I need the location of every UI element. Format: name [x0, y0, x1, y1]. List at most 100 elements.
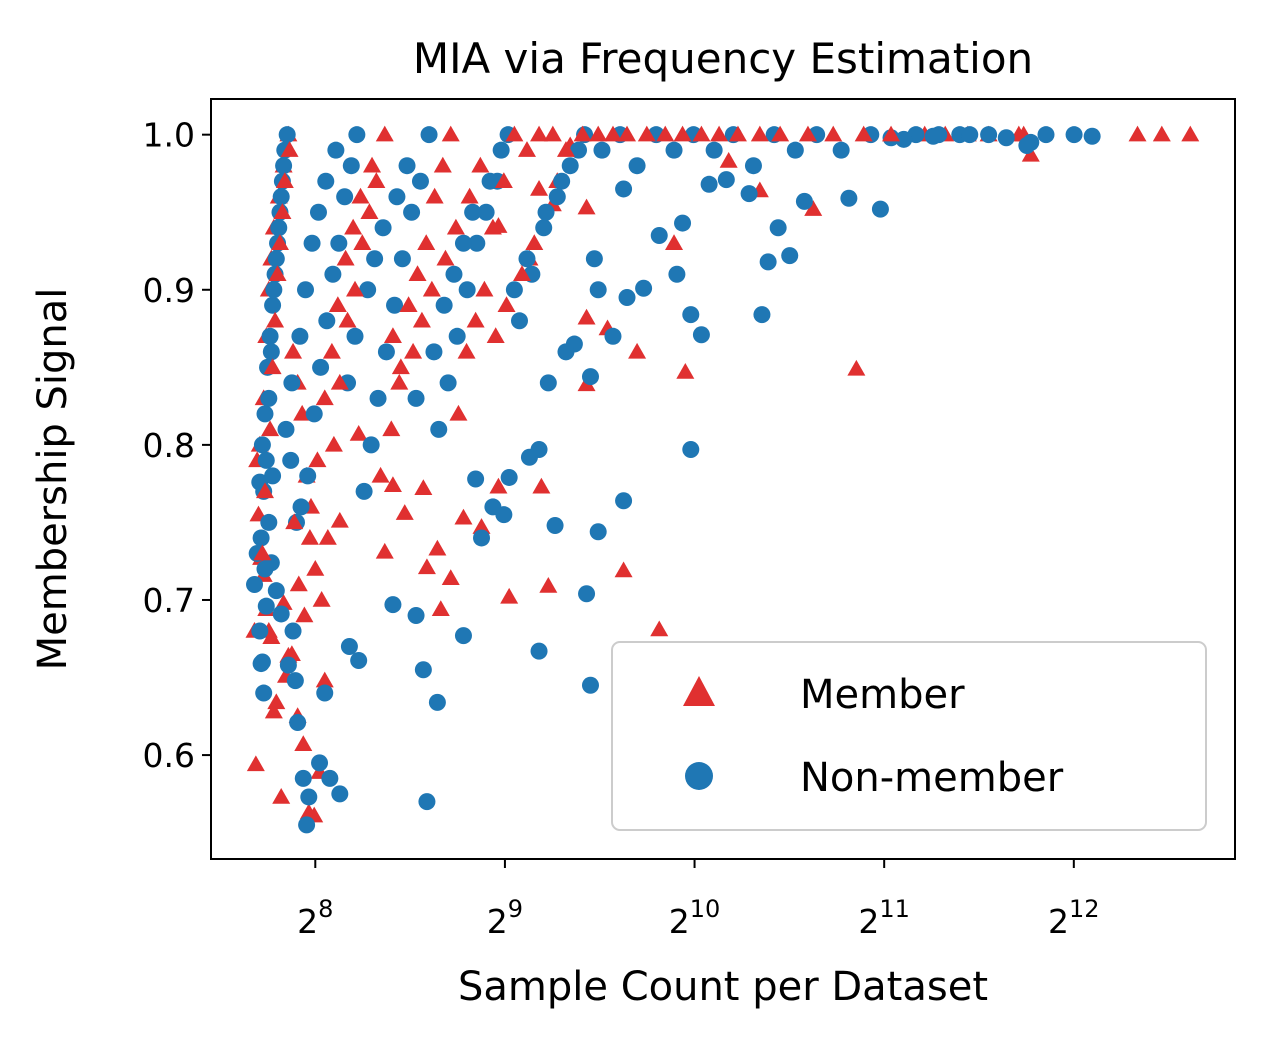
nonmember-point	[312, 358, 330, 376]
member-point	[408, 265, 427, 282]
member-point	[673, 125, 692, 142]
nonmember-point	[484, 498, 502, 516]
member-point	[318, 528, 337, 545]
member-point	[417, 558, 436, 575]
member-point	[1152, 125, 1171, 142]
member-point	[338, 311, 357, 328]
member-point	[349, 425, 368, 441]
nonmember-point	[895, 130, 913, 148]
nonmember-point	[398, 157, 416, 175]
nonmember-point	[377, 343, 395, 361]
x-tick-label: 28	[297, 895, 333, 941]
nonmember-point	[430, 420, 448, 438]
nonmember-point	[407, 389, 425, 407]
member-point	[315, 671, 334, 688]
nonmember-point	[537, 203, 555, 221]
nonmember-point	[674, 214, 692, 232]
member-point	[255, 482, 274, 499]
nonmember-point	[924, 127, 942, 145]
member-point	[346, 280, 365, 297]
member-point	[351, 187, 370, 204]
member-point	[532, 477, 551, 494]
nonmember-point	[786, 141, 804, 159]
nonmember-point	[650, 226, 668, 244]
nonmember-point	[980, 126, 998, 144]
chart-title: MIA via Frequency Estimation	[413, 34, 1033, 83]
member-point	[367, 172, 386, 188]
nonmember-point	[832, 141, 850, 159]
member-point	[577, 198, 596, 215]
y-tick-label: 0.7	[143, 581, 195, 620]
nonmember-point	[369, 389, 387, 407]
member-point	[399, 296, 418, 313]
nonmember-point	[414, 661, 432, 679]
nonmember-point	[407, 606, 425, 624]
nonmember-point	[570, 141, 588, 159]
member-point	[771, 125, 790, 142]
nonmember-point	[260, 513, 278, 531]
member-point	[472, 518, 491, 534]
nonmember-point	[1083, 127, 1101, 145]
nonmember-point	[257, 451, 275, 469]
nonmember-point	[330, 234, 348, 252]
nonmember-point	[257, 597, 275, 615]
nonmember-point	[615, 180, 633, 198]
nonmember-point	[264, 296, 282, 314]
nonmember-point	[682, 306, 700, 324]
nonmember-point	[520, 448, 538, 466]
member-point	[460, 187, 479, 204]
member-point	[543, 125, 562, 142]
nonmember-point	[753, 306, 771, 324]
member-point	[457, 342, 476, 359]
member-point	[261, 420, 280, 437]
member-point	[692, 125, 711, 142]
member-point	[665, 234, 684, 250]
legend: Member Non-member	[611, 641, 1207, 831]
member-point	[539, 577, 558, 593]
nonmember-point	[283, 374, 301, 392]
nonmember-point	[428, 693, 446, 711]
x-tick-label: 210	[669, 895, 721, 941]
member-point	[441, 569, 460, 586]
legend-member-marker	[683, 676, 715, 706]
nonmember-point	[454, 234, 472, 252]
member-point	[471, 156, 490, 173]
nonmember-point	[795, 192, 813, 210]
nonmember-point	[530, 642, 548, 660]
member-point	[375, 125, 394, 142]
member-point	[363, 156, 382, 173]
member-point	[1181, 125, 1200, 142]
member-point	[728, 125, 747, 142]
nonmember-point	[272, 605, 290, 623]
nonmember-point	[759, 253, 777, 271]
nonmember-point	[246, 575, 264, 593]
member-point	[454, 508, 473, 525]
nonmember-point	[278, 126, 296, 144]
member-point	[719, 152, 738, 168]
x-axis: 28 29 210 211 212	[297, 859, 1100, 941]
nonmember-point	[445, 265, 463, 283]
member-point	[383, 476, 402, 492]
nonmember-point	[317, 172, 335, 190]
nonmember-point	[355, 482, 373, 500]
nonmember-point	[388, 188, 406, 206]
nonmember-point	[292, 498, 310, 516]
member-point	[308, 451, 327, 468]
member-point	[513, 265, 532, 282]
nonmember-point	[279, 656, 297, 674]
nonmember-point	[589, 281, 607, 299]
member-point	[436, 249, 455, 266]
y-tick-label: 1.0	[143, 116, 195, 155]
nonmember-point	[510, 312, 528, 330]
nonmember-point	[256, 560, 274, 578]
nonmember-point	[505, 281, 523, 299]
member-point	[299, 803, 318, 820]
nonmember-point	[303, 234, 321, 252]
nonmember-point	[255, 684, 273, 702]
nonmember-point	[267, 250, 285, 268]
member-point	[530, 179, 549, 196]
nonmember-point	[604, 327, 622, 345]
nonmember-point	[481, 172, 499, 190]
nonmember-point	[700, 175, 718, 193]
member-point	[285, 513, 304, 530]
